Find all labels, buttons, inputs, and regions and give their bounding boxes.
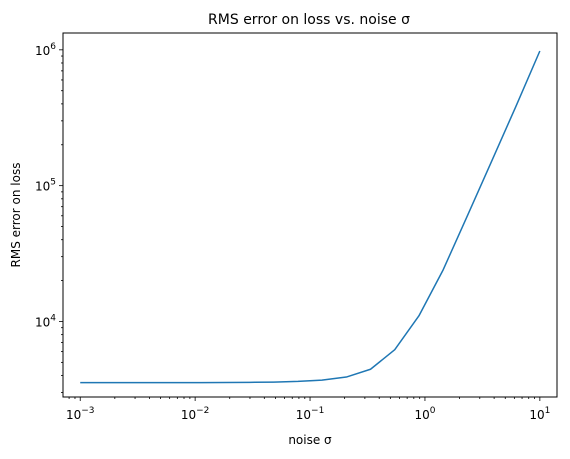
y-tick-label: 104 — [35, 313, 56, 329]
series-line-0 — [80, 50, 541, 384]
x-axis-label: noise σ — [288, 433, 332, 447]
x-tick-label: 10−3 — [66, 406, 95, 422]
y-tick-label: 106 — [35, 42, 56, 58]
x-tick-label: 100 — [414, 406, 435, 422]
x-axis: 10−3 10−2 10−1 100 101 — [66, 397, 550, 422]
x-tick-label: 10−2 — [181, 406, 210, 422]
y-axis-label: RMS error on loss — [9, 163, 23, 268]
y-tick-label: 105 — [35, 178, 56, 194]
x-tick-label: 101 — [529, 406, 550, 422]
y-axis: 104 105 106 — [35, 42, 63, 393]
x-tick-label: 10−1 — [296, 406, 325, 422]
chart-title: RMS error on loss vs. noise σ — [208, 12, 410, 28]
